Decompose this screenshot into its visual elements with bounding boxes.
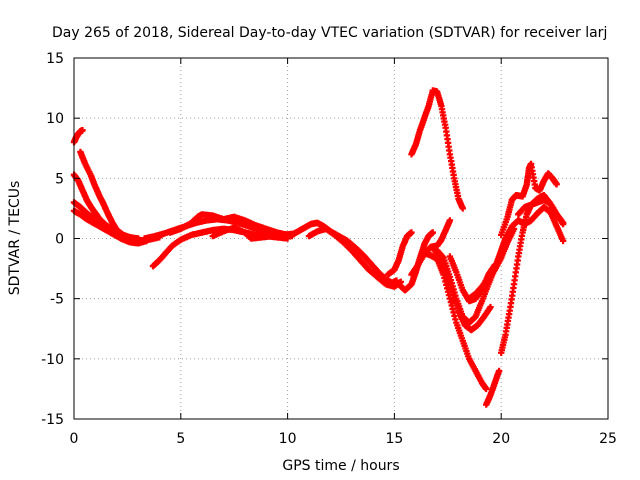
data-point	[446, 217, 454, 224]
data-point	[487, 303, 494, 311]
y-tick-label: -10	[41, 352, 64, 368]
axis-ticks	[73, 57, 609, 420]
chart-title: Day 265 of 2018, Sidereal Day-to-day VTE…	[52, 25, 607, 41]
series-arc-8	[166, 211, 291, 239]
y-tick-label: 5	[55, 171, 64, 187]
x-tick-label: 10	[279, 431, 297, 447]
data-point	[483, 385, 490, 393]
series-arc-11	[305, 225, 404, 290]
y-tick-label: 10	[46, 111, 64, 127]
y-tick-labels: -15 -10 -5 0 5 10 15	[41, 51, 64, 428]
x-tick-labels: 0 5 10 15 20 25	[70, 431, 617, 447]
x-tick-label: 0	[70, 431, 79, 447]
data-point	[429, 229, 436, 236]
series-arc-12	[384, 229, 415, 278]
data-point	[408, 229, 415, 236]
data-point	[459, 205, 466, 212]
y-tick-label: 0	[55, 232, 64, 248]
x-tick-label: 5	[176, 431, 185, 447]
series-arc-13	[395, 229, 436, 294]
series-arc-18	[433, 247, 505, 326]
x-tick-label: 25	[599, 431, 617, 447]
series-arc-10	[288, 219, 400, 287]
series-arc-1	[70, 127, 86, 146]
y-tick-label: -15	[41, 412, 64, 428]
x-tick-label: 15	[385, 431, 403, 447]
series-arc-24	[498, 160, 560, 239]
series-arc-15	[408, 87, 466, 212]
y-tick-label: -5	[50, 292, 64, 308]
series-arc-25	[515, 192, 567, 227]
data-series	[70, 87, 567, 408]
data-point	[553, 181, 560, 188]
data-point	[79, 127, 86, 134]
y-axis-label: SDTVAR / TECUs	[7, 181, 23, 296]
data-point	[559, 237, 567, 245]
x-axis-label: GPS time / hours	[282, 458, 399, 474]
grid	[74, 58, 608, 419]
series-arc-5	[70, 207, 150, 247]
y-tick-label: 15	[46, 51, 64, 67]
data-point	[495, 367, 503, 375]
series-arc-21	[483, 367, 503, 408]
series-arc-23	[493, 204, 567, 266]
data-point	[559, 219, 567, 227]
x-tick-label: 20	[492, 431, 510, 447]
